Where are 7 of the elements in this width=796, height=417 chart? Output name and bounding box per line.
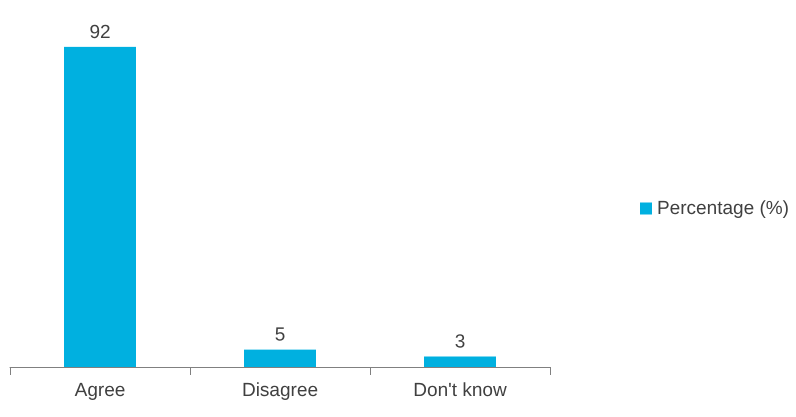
x-tick-label: Don't know [413,380,507,401]
data-label: 3 [454,332,466,353]
x-tick-label: Agree [74,380,126,401]
data-label: 5 [274,324,286,346]
legend-label: Percentage (%) [656,198,790,219]
x-tick-label: Disagree [242,380,318,401]
data-label: 92 [89,22,111,43]
